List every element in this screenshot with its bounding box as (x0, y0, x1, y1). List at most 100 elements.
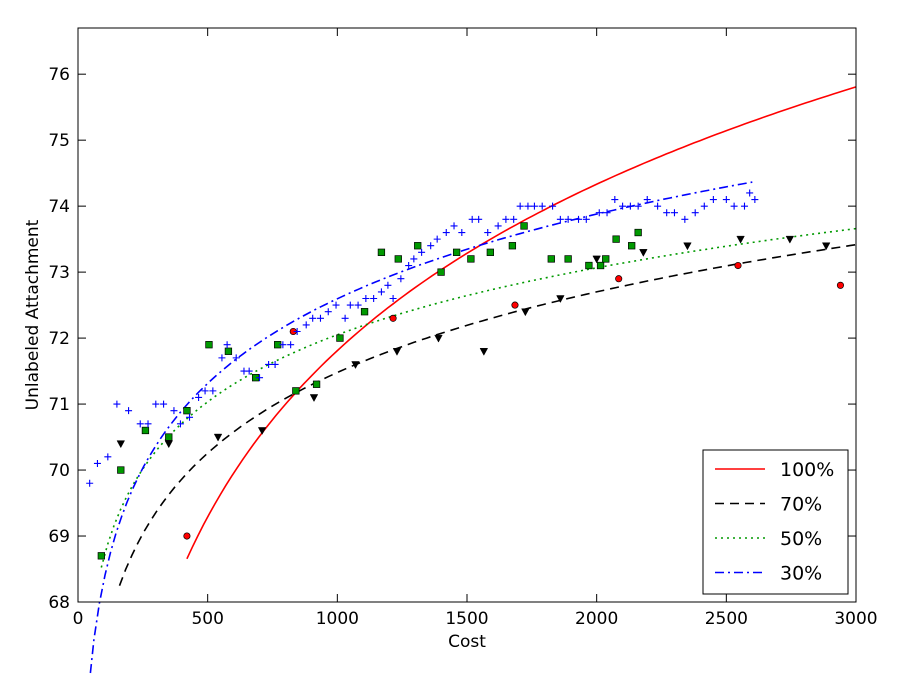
data-point-1-16 (821, 242, 831, 251)
y-tick-label-3: 71 (48, 395, 70, 415)
data-point-3-40 (405, 262, 413, 270)
data-point-2-16 (437, 268, 445, 276)
data-point-3-13 (201, 387, 209, 395)
y-tick-label-4: 72 (48, 329, 70, 349)
legend: 100% 70% 50% 30% (702, 449, 849, 595)
data-point-3-46 (450, 222, 458, 230)
data-point-3-22 (271, 360, 279, 368)
data-point-3-69 (643, 196, 651, 204)
data-point-3-64 (603, 209, 611, 217)
data-point-3-17 (232, 354, 240, 362)
data-point-2-24 (585, 261, 593, 270)
data-point-3-65 (611, 196, 619, 204)
data-point-2-3 (165, 433, 173, 441)
data-point-3-75 (700, 202, 708, 210)
fit-line-3 (89, 181, 753, 675)
legend-label-1: 70% (780, 494, 822, 516)
data-point-3-7 (152, 400, 160, 408)
data-point-2-11 (336, 334, 344, 342)
data-point-3-10 (176, 420, 184, 428)
data-point-3-28 (316, 314, 324, 322)
data-point-3-33 (354, 301, 362, 309)
data-point-3-58 (549, 202, 557, 210)
y-tick-label-7: 75 (48, 131, 70, 151)
data-point-3-20 (256, 374, 264, 382)
y-tick-label-6: 74 (48, 197, 70, 217)
data-point-3-42 (418, 248, 426, 256)
data-point-3-32 (346, 301, 354, 309)
y-tick-label-5: 73 (48, 263, 70, 283)
legend-label-3: 30% (780, 563, 822, 585)
data-point-3-50 (484, 229, 492, 237)
data-point-3-1 (93, 459, 101, 467)
data-point-3-78 (730, 202, 738, 210)
data-point-3-30 (332, 301, 340, 309)
data-point-2-25 (596, 261, 605, 270)
data-point-2-12 (360, 308, 369, 316)
data-point-2-4 (183, 407, 191, 415)
data-point-3-47 (458, 229, 466, 237)
data-point-3-53 (510, 215, 518, 223)
data-point-3-15 (218, 354, 226, 362)
data-point-1-11 (592, 255, 601, 264)
y-axis-label: Unlabeled Attachment (23, 219, 43, 410)
data-point-3-68 (634, 202, 642, 210)
data-point-2-2 (141, 426, 150, 435)
data-point-3-76 (709, 196, 717, 204)
axis-ticks: 0 500 1000 1500 2000 2500 3000 68 69 70 71 72 73 74 75… (48, 28, 878, 629)
data-point-3-56 (530, 202, 538, 210)
data-point-1-15 (785, 235, 795, 244)
data-point-1-7 (434, 334, 443, 343)
data-point-3-14 (209, 387, 217, 395)
data-point-2-9 (292, 387, 300, 395)
data-point-3-67 (626, 202, 634, 210)
x-tick-label-4: 2000 (575, 609, 618, 629)
data-point-0-2 (389, 314, 397, 322)
data-point-2-10 (312, 380, 321, 388)
data-point-3-23 (279, 341, 287, 349)
data-point-3-71 (663, 209, 671, 217)
x-tick-label-0: 0 (73, 609, 84, 629)
data-point-0-3 (511, 301, 519, 309)
x-tick-label-3: 1500 (445, 609, 488, 629)
data-point-0-6 (836, 281, 844, 289)
data-point-2-17 (452, 248, 461, 256)
data-point-2-15 (414, 242, 422, 250)
data-point-1-4 (309, 394, 319, 402)
data-point-3-16 (223, 341, 231, 349)
data-point-3-61 (575, 215, 583, 223)
data-point-2-22 (547, 255, 555, 263)
data-point-3-59 (556, 215, 564, 223)
data-point-3-3 (113, 400, 121, 408)
data-point-0-0 (183, 532, 191, 540)
x-axis-label: Cost (448, 632, 486, 652)
data-point-1-3 (257, 427, 267, 435)
x-tick-label-5: 2500 (705, 609, 748, 629)
data-point-3-35 (370, 295, 378, 303)
data-point-3-45 (442, 229, 450, 237)
data-point-1-2 (213, 433, 223, 442)
data-point-3-5 (136, 420, 144, 428)
data-point-2-1 (117, 466, 125, 474)
data-point-3-25 (293, 327, 301, 335)
data-point-3-9 (170, 407, 178, 415)
data-point-3-49 (475, 215, 483, 223)
data-point-1-12 (639, 249, 648, 257)
data-point-3-11 (186, 413, 194, 421)
data-point-2-20 (508, 242, 517, 250)
x-tick-label-1: 500 (191, 609, 223, 629)
data-markers (86, 189, 844, 560)
data-point-2-0 (97, 552, 105, 560)
data-point-3-6 (144, 420, 152, 428)
data-point-2-29 (634, 228, 642, 237)
data-point-0-5 (734, 261, 742, 270)
data-point-3-48 (468, 215, 476, 223)
data-point-2-23 (564, 255, 572, 263)
y-tick-label-1: 69 (48, 527, 70, 547)
data-point-3-12 (195, 393, 203, 401)
data-point-3-51 (494, 222, 502, 230)
fit-line-1 (118, 243, 857, 586)
data-point-3-57 (538, 202, 546, 210)
data-point-3-36 (377, 288, 385, 296)
x-tick-label-6: 3000 (834, 609, 877, 629)
